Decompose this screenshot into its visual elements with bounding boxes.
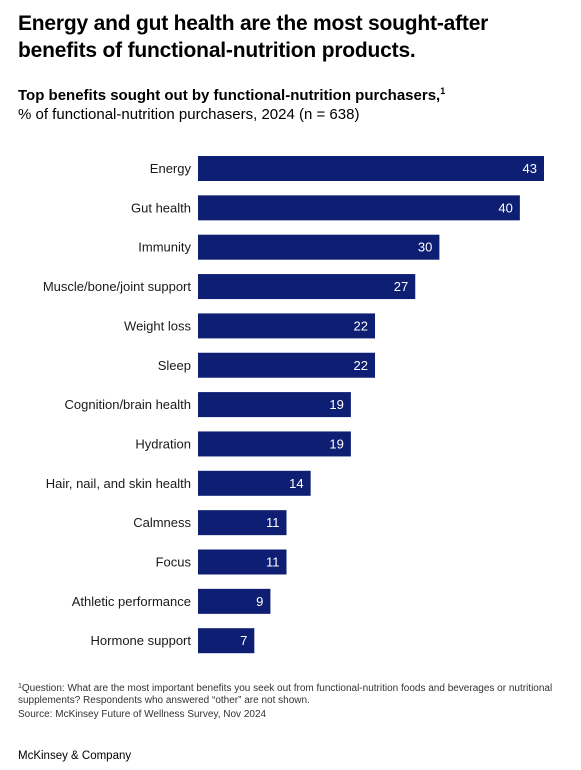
category-label: Gut health <box>131 200 191 215</box>
bar <box>198 234 440 260</box>
value-label: 9 <box>256 594 263 609</box>
category-label: Muscle/bone/joint support <box>43 279 192 294</box>
chart-subtitle: % of functional-nutrition purchasers, 20… <box>18 106 360 123</box>
value-label: 40 <box>498 200 512 215</box>
bar <box>198 431 351 457</box>
value-label: 22 <box>354 318 368 333</box>
bar <box>198 628 255 654</box>
footnote-marker: 1 <box>18 683 22 690</box>
bar <box>198 156 544 181</box>
value-label: 19 <box>329 397 343 412</box>
category-label: Sleep <box>158 358 191 373</box>
value-label: 11 <box>266 515 280 530</box>
value-label: 14 <box>289 476 303 491</box>
category-label: Hydration <box>135 436 191 451</box>
bar <box>198 274 416 300</box>
source-note: Source: McKinsey Future of Wellness Surv… <box>18 709 267 720</box>
chart-title-footnote-marker: 1 <box>440 86 446 96</box>
bar <box>198 588 271 614</box>
brand-logo-text: McKinsey & Company <box>18 750 132 762</box>
value-label: 30 <box>418 240 432 255</box>
bar <box>198 392 351 418</box>
value-label: 7 <box>240 633 247 648</box>
category-label: Athletic performance <box>72 594 191 609</box>
value-label: 19 <box>329 436 343 451</box>
category-label: Energy <box>150 161 192 176</box>
category-label: Immunity <box>138 240 191 255</box>
value-label: 22 <box>354 358 368 373</box>
category-label: Hormone support <box>91 633 192 648</box>
chart-title-text: Top benefits sought out by functional-nu… <box>18 87 441 104</box>
bar <box>198 352 376 378</box>
category-label: Focus <box>156 555 192 570</box>
headline: Energy and gut health are the most sough… <box>18 12 489 62</box>
bar <box>198 195 520 221</box>
category-label: Weight loss <box>124 318 191 333</box>
value-label: 27 <box>394 279 408 294</box>
chart-title: Top benefits sought out by functional-nu… <box>18 86 563 105</box>
bar <box>198 313 376 339</box>
bar <box>198 549 287 575</box>
footnote: 1Question: What are the most important b… <box>18 683 568 706</box>
category-label: Hair, nail, and skin health <box>46 476 191 491</box>
bar <box>198 510 287 536</box>
bar <box>198 470 311 496</box>
bar-chart: Energy 43 Gut health 40 Immunity 30 Muscle/bon… <box>43 156 544 654</box>
category-label: Cognition/brain health <box>65 397 191 412</box>
value-label: 11 <box>266 555 280 570</box>
category-label: Calmness <box>133 515 191 530</box>
value-label: 43 <box>523 161 537 176</box>
footnote-text: Question: What are the most important be… <box>18 683 553 706</box>
